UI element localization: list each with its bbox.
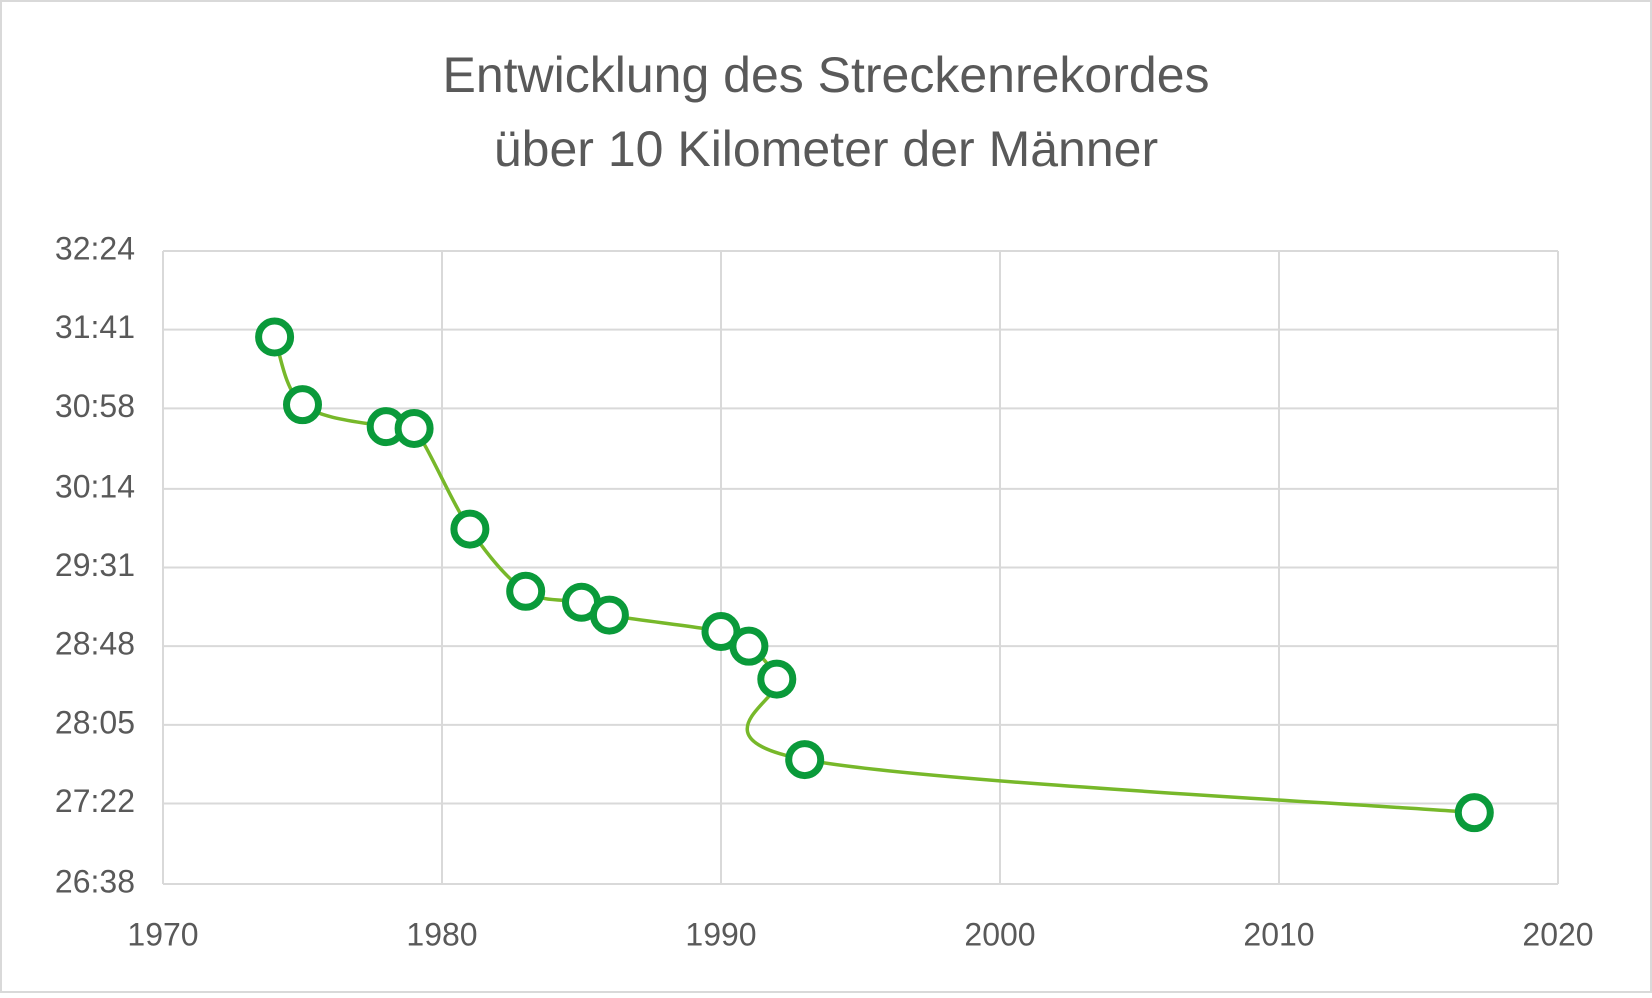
y-tick-label: 28:05	[55, 704, 135, 740]
x-tick-label: 2020	[1522, 916, 1593, 952]
chart-title: Entwicklung des Streckenrekordes	[442, 47, 1209, 103]
data-point	[506, 571, 546, 611]
data-point	[394, 408, 434, 448]
data-point	[450, 509, 490, 549]
x-tick-label: 1990	[685, 916, 756, 952]
data-point	[255, 317, 295, 357]
data-point	[729, 626, 769, 666]
y-tick-label: 29:31	[55, 547, 135, 583]
data-point	[1454, 793, 1494, 833]
chart-title: über 10 Kilometer der Männer	[494, 121, 1158, 177]
y-tick-label: 26:38	[55, 863, 135, 899]
y-tick-label: 32:24	[55, 230, 135, 266]
x-tick-label: 1980	[406, 916, 477, 952]
y-tick-label: 28:48	[55, 626, 135, 662]
data-point	[589, 595, 629, 635]
x-tick-label: 1970	[127, 916, 198, 952]
data-point	[283, 385, 322, 425]
x-tick-label: 2010	[1243, 916, 1314, 952]
data-point	[785, 740, 825, 780]
data-point	[757, 659, 797, 699]
y-tick-label: 30:14	[55, 468, 135, 504]
y-tick-label: 30:58	[55, 388, 135, 424]
y-tick-label: 31:41	[55, 309, 135, 345]
x-tick-label: 2000	[964, 916, 1035, 952]
y-tick-label: 27:22	[55, 783, 135, 819]
